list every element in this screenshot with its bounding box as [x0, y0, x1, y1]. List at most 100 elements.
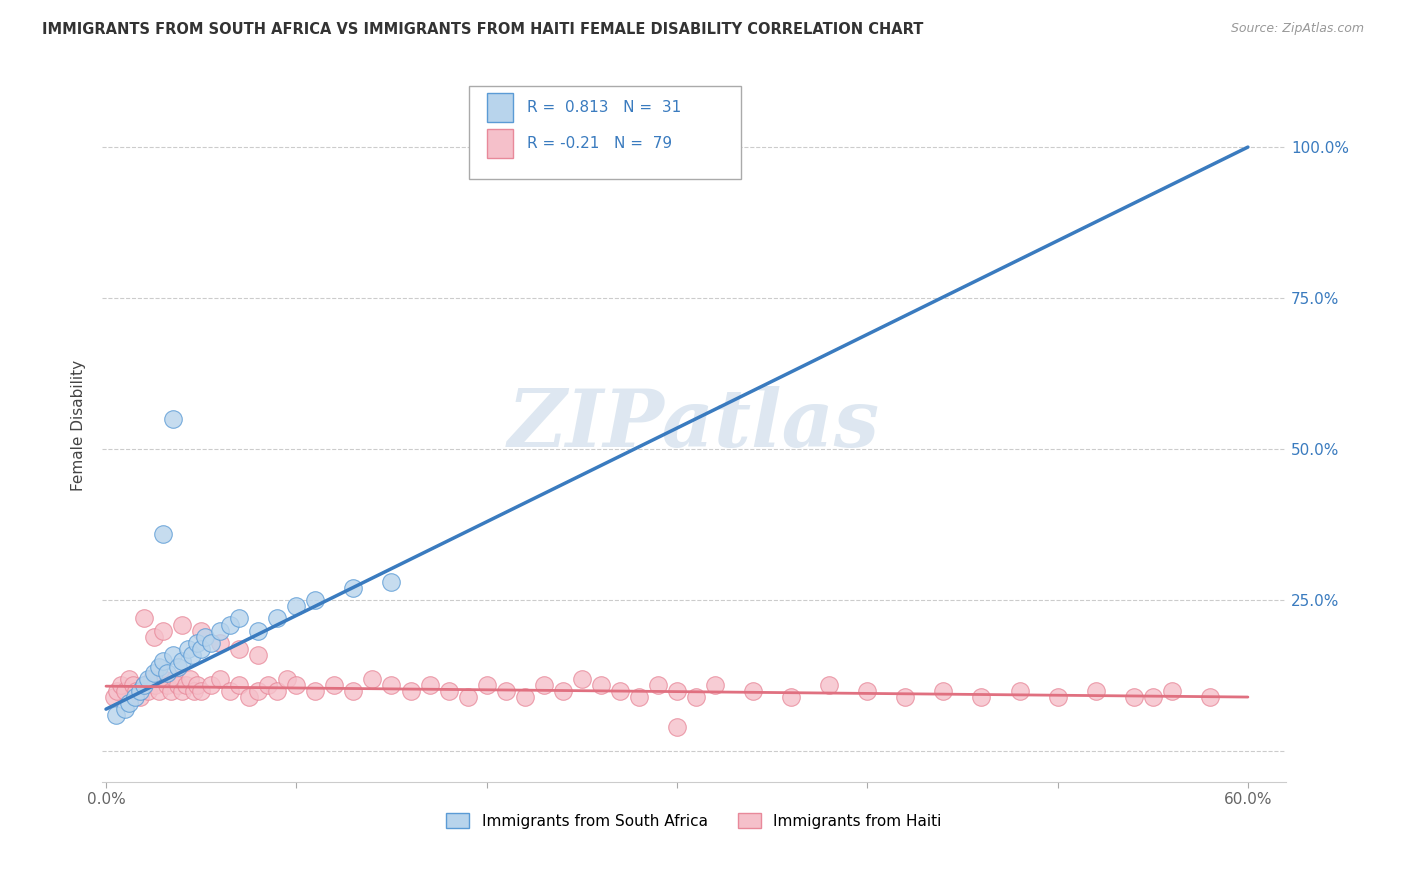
Point [399, 684, 422, 698]
Point [533, 678, 555, 692]
Point [571, 672, 593, 686]
Point [894, 690, 917, 704]
Point [266, 611, 288, 625]
Point [118, 672, 141, 686]
Point [1160, 684, 1182, 698]
Point [186, 635, 208, 649]
Point [152, 624, 174, 638]
Point [285, 678, 308, 692]
Point [186, 678, 208, 692]
Point [437, 684, 460, 698]
Point [228, 641, 250, 656]
Point [107, 684, 129, 698]
FancyBboxPatch shape [486, 129, 513, 158]
Point [665, 720, 688, 734]
Point [932, 684, 955, 698]
Point [1122, 690, 1144, 704]
Point [266, 684, 288, 698]
Point [110, 678, 132, 692]
Point [156, 665, 179, 680]
Point [342, 684, 364, 698]
Point [285, 599, 308, 614]
Point [551, 684, 574, 698]
Point [132, 611, 155, 625]
Point [970, 690, 993, 704]
Text: R =  0.813   N =  31: R = 0.813 N = 31 [527, 100, 682, 115]
Point [172, 654, 194, 668]
Point [380, 678, 402, 692]
Point [475, 678, 498, 692]
Point [304, 593, 326, 607]
Point [818, 678, 841, 692]
Point [1142, 690, 1164, 704]
Point [114, 684, 136, 698]
Point [132, 678, 155, 692]
Point [742, 684, 765, 698]
Point [200, 678, 222, 692]
Point [247, 648, 270, 662]
Point [142, 630, 165, 644]
Point [124, 690, 146, 704]
Text: Source: ZipAtlas.com: Source: ZipAtlas.com [1230, 22, 1364, 36]
Point [228, 678, 250, 692]
Point [132, 678, 155, 692]
Text: R = -0.21   N =  79: R = -0.21 N = 79 [527, 136, 672, 151]
Point [228, 611, 250, 625]
Point [704, 678, 727, 692]
Point [142, 665, 165, 680]
Point [177, 641, 200, 656]
FancyBboxPatch shape [486, 94, 513, 122]
Point [167, 678, 190, 692]
Point [380, 575, 402, 590]
Point [190, 684, 212, 698]
Point [162, 412, 184, 426]
Point [342, 581, 364, 595]
Point [183, 684, 205, 698]
Point [190, 641, 212, 656]
Point [665, 684, 688, 698]
Point [167, 660, 190, 674]
Point [609, 684, 631, 698]
Point [247, 624, 270, 638]
Point [152, 672, 174, 686]
Point [162, 648, 184, 662]
Point [121, 678, 143, 692]
Point [457, 690, 479, 704]
Point [180, 648, 202, 662]
Point [152, 527, 174, 541]
Point [125, 684, 148, 698]
Point [148, 684, 170, 698]
Point [627, 690, 650, 704]
Point [136, 684, 159, 698]
Point [780, 690, 803, 704]
Point [145, 678, 167, 692]
Point [200, 635, 222, 649]
Point [163, 672, 186, 686]
Point [129, 690, 152, 704]
Point [114, 702, 136, 716]
Point [209, 672, 232, 686]
Point [256, 678, 278, 692]
Point [136, 672, 159, 686]
Point [276, 672, 298, 686]
Point [685, 690, 707, 704]
Point [103, 690, 125, 704]
Point [1008, 684, 1031, 698]
Point [218, 617, 240, 632]
Point [174, 678, 197, 692]
Point [1046, 690, 1069, 704]
Point [209, 624, 232, 638]
FancyBboxPatch shape [470, 87, 741, 179]
Legend: Immigrants from South Africa, Immigrants from Haiti: Immigrants from South Africa, Immigrants… [440, 806, 948, 835]
Point [647, 678, 669, 692]
Point [172, 684, 194, 698]
Point [589, 678, 612, 692]
Point [323, 678, 346, 692]
Point [419, 678, 441, 692]
Text: ZIPatlas: ZIPatlas [508, 386, 880, 464]
Point [238, 690, 260, 704]
Point [194, 630, 217, 644]
Point [190, 624, 212, 638]
Point [209, 635, 232, 649]
Point [361, 672, 384, 686]
